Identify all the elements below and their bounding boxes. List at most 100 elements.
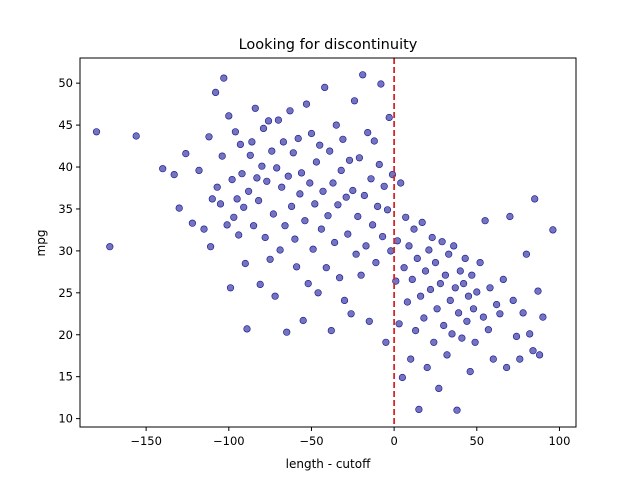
- data-point: [440, 321, 448, 330]
- data-point: [464, 292, 473, 300]
- data-point: [466, 368, 474, 376]
- data-point: [302, 100, 311, 108]
- data-point: [364, 129, 372, 137]
- data-point: [283, 328, 291, 336]
- data-point: [354, 212, 362, 221]
- data-point: [456, 267, 464, 275]
- data-point: [336, 274, 344, 282]
- data-point: [549, 226, 557, 234]
- data-point: [225, 112, 233, 120]
- data-point: [317, 225, 326, 233]
- data-point: [255, 197, 263, 205]
- data-point: [332, 121, 340, 129]
- y-axis-label: mpg: [34, 230, 48, 257]
- data-point: [307, 129, 316, 138]
- axes-frame: [79, 57, 577, 428]
- data-point: [251, 104, 259, 112]
- data-point: [337, 166, 345, 174]
- data-point: [534, 287, 542, 295]
- data-point: [426, 285, 435, 294]
- data-point: [342, 193, 350, 201]
- data-point: [345, 156, 354, 164]
- data-point: [106, 243, 114, 251]
- data-point: [400, 264, 408, 272]
- y-tick-label: 50: [58, 76, 73, 90]
- data-point: [445, 250, 453, 258]
- data-point: [370, 137, 378, 145]
- data-point: [357, 271, 365, 279]
- data-point: [228, 176, 236, 184]
- data-point: [276, 246, 284, 254]
- data-point: [92, 128, 101, 136]
- data-point: [240, 203, 248, 211]
- data-point: [489, 355, 497, 363]
- data-point: [484, 326, 493, 334]
- data-point: [476, 259, 484, 267]
- data-point: [360, 191, 369, 200]
- data-point: [385, 113, 393, 122]
- data-point: [291, 235, 299, 243]
- y-tick-label: 25: [58, 286, 73, 300]
- data-point: [453, 406, 461, 414]
- data-point: [438, 238, 446, 246]
- data-point: [433, 305, 441, 313]
- x-tick-label: −50: [299, 434, 323, 448]
- data-point: [253, 174, 261, 182]
- data-point: [413, 254, 421, 262]
- data-point: [226, 284, 235, 292]
- data-point: [481, 217, 489, 225]
- data-point: [258, 162, 266, 170]
- data-point: [516, 355, 524, 363]
- data-point: [512, 332, 521, 341]
- data-point: [435, 384, 443, 393]
- data-point: [182, 150, 190, 158]
- data-point: [321, 83, 329, 91]
- data-point: [293, 263, 301, 271]
- data-point: [212, 88, 220, 96]
- data-point: [266, 255, 274, 263]
- data-point: [448, 330, 456, 338]
- data-point: [299, 316, 307, 325]
- data-point: [334, 201, 342, 209]
- x-tick-label: −150: [130, 434, 162, 448]
- data-point: [208, 195, 216, 203]
- data-point: [412, 327, 420, 335]
- data-point: [499, 275, 507, 284]
- data-point: [311, 200, 319, 208]
- data-point: [248, 138, 256, 146]
- data-point: [349, 186, 357, 195]
- data-points: [92, 71, 557, 414]
- data-point: [350, 97, 359, 105]
- data-point: [246, 151, 254, 159]
- data-point: [403, 298, 412, 306]
- data-point: [359, 71, 367, 79]
- data-point: [296, 190, 304, 198]
- data-point: [200, 225, 208, 233]
- data-point: [362, 242, 370, 250]
- data-point: [245, 187, 253, 195]
- data-point: [402, 213, 410, 221]
- data-point: [294, 134, 302, 143]
- data-point: [509, 296, 517, 305]
- data-point: [377, 80, 385, 88]
- data-point: [238, 170, 246, 178]
- data-point: [425, 246, 433, 254]
- data-point: [331, 238, 339, 247]
- data-point: [274, 116, 283, 124]
- data-point: [421, 267, 430, 275]
- y-tick-label: 35: [58, 202, 73, 216]
- data-point: [205, 133, 213, 141]
- data-point: [347, 310, 355, 318]
- data-point: [428, 233, 436, 242]
- data-point: [420, 314, 428, 322]
- data-point: [268, 147, 276, 155]
- data-point: [213, 183, 221, 191]
- data-point: [286, 107, 294, 115]
- data-point: [397, 179, 405, 187]
- data-point: [469, 305, 478, 313]
- data-point: [216, 200, 225, 208]
- data-point: [261, 233, 269, 242]
- x-tick-label: 100: [548, 434, 570, 448]
- data-point: [279, 138, 288, 146]
- data-point: [463, 317, 471, 325]
